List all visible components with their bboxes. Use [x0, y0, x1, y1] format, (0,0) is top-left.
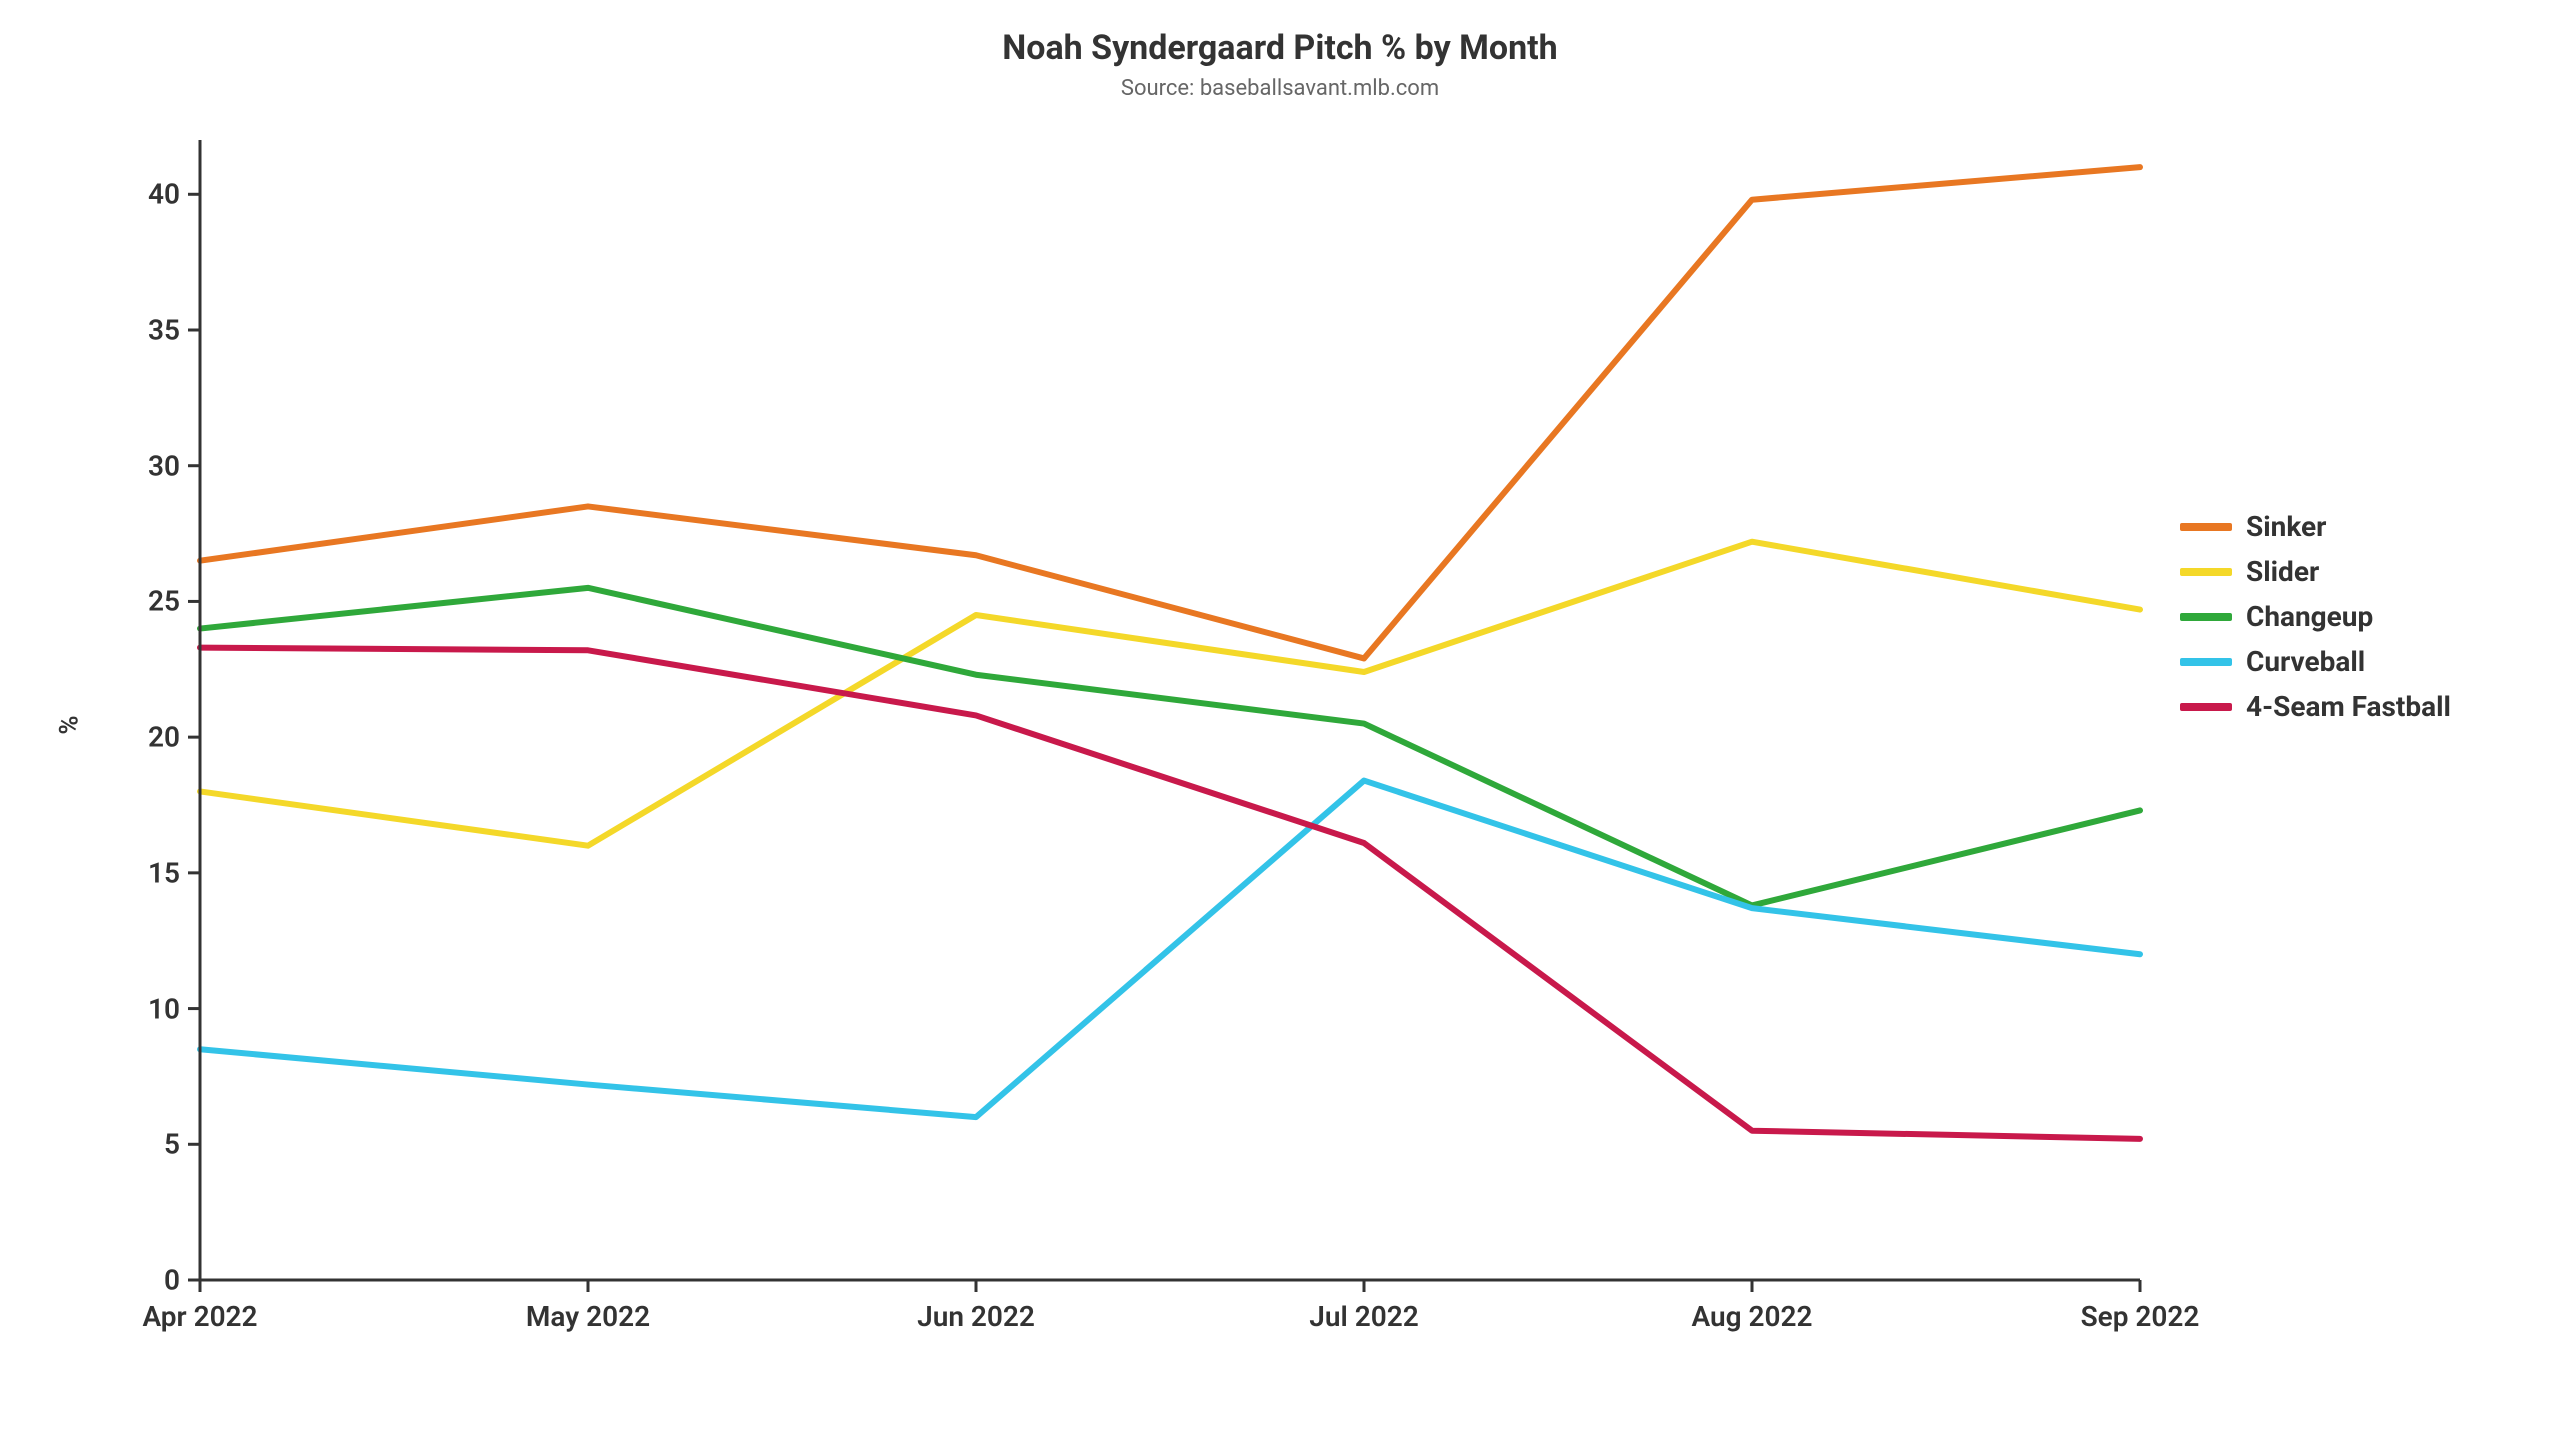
- x-tick-label: Jun 2022: [917, 1300, 1035, 1333]
- legend-label: 4-Seam Fastball: [2246, 690, 2451, 723]
- series-line-changeup: [200, 588, 2140, 906]
- chart-container: Noah Syndergaard Pitch % by Month Source…: [0, 0, 2560, 1440]
- legend-item: Changeup: [2180, 600, 2451, 633]
- legend-item: Sinker: [2180, 510, 2451, 543]
- y-tick-label: 30: [120, 449, 180, 482]
- legend-swatch: [2180, 703, 2232, 711]
- x-tick-label: Apr 2022: [142, 1300, 257, 1333]
- x-tick-label: Sep 2022: [2081, 1300, 2200, 1333]
- plot-area: [0, 0, 2560, 1440]
- series-line-4-seam-fastball: [200, 648, 2140, 1139]
- y-tick-label: 0: [120, 1264, 180, 1297]
- legend-item: Curveball: [2180, 645, 2451, 678]
- legend-label: Changeup: [2246, 600, 2373, 633]
- legend: Sinker Slider Changeup Curveball 4-Seam Fast…: [2180, 510, 2451, 735]
- y-tick-label: 5: [120, 1128, 180, 1161]
- x-tick-label: Aug 2022: [1691, 1300, 1812, 1333]
- x-tick-label: Jul 2022: [1309, 1300, 1418, 1333]
- legend-item: 4-Seam Fastball: [2180, 690, 2451, 723]
- legend-swatch: [2180, 613, 2232, 621]
- y-tick-label: 35: [120, 314, 180, 347]
- legend-swatch: [2180, 523, 2232, 531]
- series-line-sinker: [200, 167, 2140, 658]
- x-tick-label: May 2022: [526, 1300, 650, 1333]
- y-tick-label: 10: [120, 992, 180, 1025]
- y-tick-label: 15: [120, 856, 180, 889]
- legend-swatch: [2180, 568, 2232, 576]
- axis-lines: [200, 140, 2140, 1280]
- legend-label: Curveball: [2246, 645, 2365, 678]
- y-tick-label: 40: [120, 178, 180, 211]
- legend-item: Slider: [2180, 555, 2451, 588]
- series-line-slider: [200, 542, 2140, 846]
- y-tick-label: 20: [120, 721, 180, 754]
- legend-label: Slider: [2246, 555, 2319, 588]
- legend-swatch: [2180, 658, 2232, 666]
- legend-label: Sinker: [2246, 510, 2326, 543]
- y-tick-label: 25: [120, 585, 180, 618]
